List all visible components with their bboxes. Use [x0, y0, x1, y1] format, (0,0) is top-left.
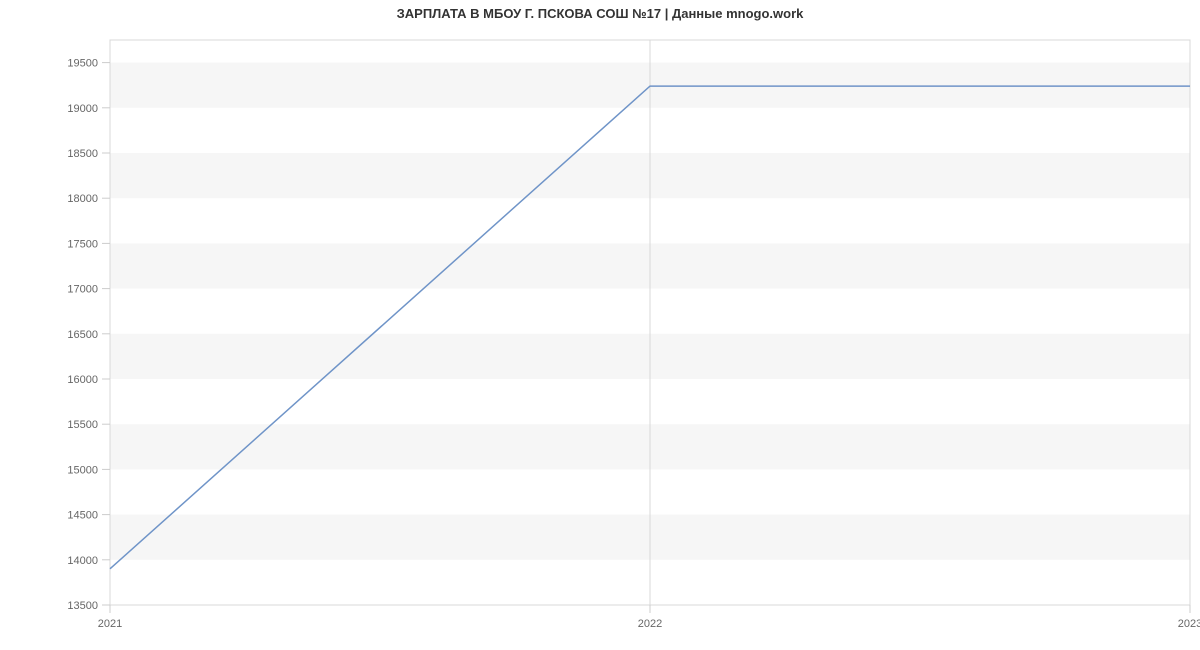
y-tick-label: 17000: [67, 284, 98, 296]
x-tick-label: 2022: [638, 618, 662, 630]
y-tick-label: 13500: [67, 600, 98, 612]
y-tick-label: 16000: [67, 374, 98, 386]
x-tick-label: 2021: [98, 618, 122, 630]
y-tick-label: 14000: [67, 555, 98, 567]
y-tick-label: 19000: [67, 103, 98, 115]
y-tick-label: 18500: [67, 148, 98, 160]
y-tick-label: 18000: [67, 193, 98, 205]
chart-title: ЗАРПЛАТА В МБОУ Г. ПСКОВА СОШ №17 | Данн…: [397, 6, 805, 21]
y-tick-label: 19500: [67, 58, 98, 70]
y-tick-label: 15000: [67, 464, 98, 476]
y-tick-label: 14500: [67, 510, 98, 522]
y-tick-label: 17500: [67, 238, 98, 250]
y-tick-label: 15500: [67, 419, 98, 431]
salary-line-chart: 13500 14000 14500 15000 15500 16000 16500 17000…: [0, 0, 1200, 650]
y-tick-label: 16500: [67, 329, 98, 341]
x-tick-label: 2023: [1178, 618, 1200, 630]
